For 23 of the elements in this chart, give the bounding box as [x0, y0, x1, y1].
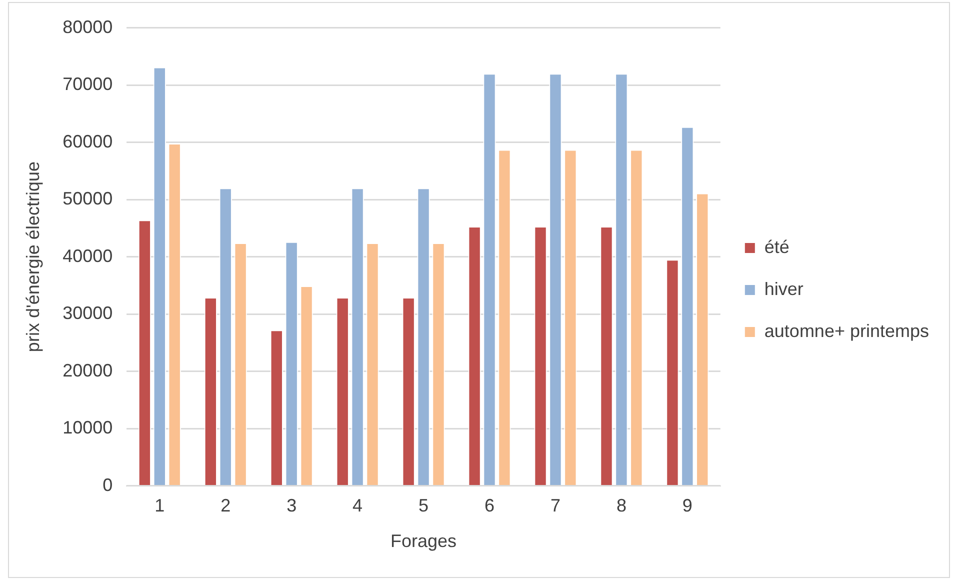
x-tick-label: 9 [682, 496, 692, 516]
x-axis-title: Forages [390, 531, 457, 552]
x-tick-label: 6 [484, 496, 495, 516]
x-tick-label: 8 [616, 496, 626, 516]
y-tick-label: 40000 [62, 246, 113, 266]
y-tick-label: 20000 [62, 360, 113, 380]
x-tick-label: 5 [418, 496, 429, 516]
x-tick-label: 7 [550, 496, 560, 516]
x-tick-label: 2 [220, 496, 231, 516]
y-axis-title: prix d'énergie électrique [22, 162, 43, 352]
legend-label: automne+ printemps [764, 320, 929, 341]
y-tick-label: 0 [102, 474, 113, 495]
legend-label: hiver [764, 278, 804, 299]
y-tick-label: 10000 [62, 418, 113, 438]
x-tick-label: 4 [352, 496, 363, 516]
y-tick-label: 60000 [62, 131, 113, 152]
legend-label: été [764, 236, 790, 257]
x-tick-label: 1 [154, 496, 165, 516]
y-tick-label: 70000 [62, 74, 113, 94]
y-tick-label: 50000 [62, 188, 113, 209]
y-tick-label: 80000 [62, 16, 113, 37]
y-tick-label: 30000 [62, 303, 113, 324]
x-tick-label: 3 [286, 496, 297, 516]
